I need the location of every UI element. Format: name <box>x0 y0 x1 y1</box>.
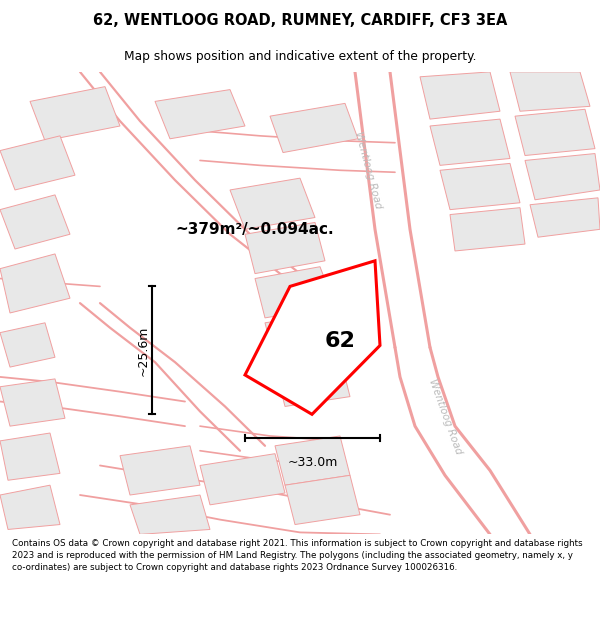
Polygon shape <box>155 89 245 139</box>
Polygon shape <box>200 454 285 505</box>
Polygon shape <box>0 322 55 367</box>
Polygon shape <box>0 195 70 249</box>
Polygon shape <box>30 87 120 141</box>
Polygon shape <box>285 476 360 524</box>
Polygon shape <box>275 436 350 485</box>
Polygon shape <box>510 72 590 111</box>
Polygon shape <box>265 313 345 362</box>
Polygon shape <box>230 178 315 229</box>
Polygon shape <box>0 136 75 190</box>
Text: 62: 62 <box>325 331 356 351</box>
Text: 62, WENTLOOG ROAD, RUMNEY, CARDIFF, CF3 3EA: 62, WENTLOOG ROAD, RUMNEY, CARDIFF, CF3 … <box>93 12 507 28</box>
Polygon shape <box>420 72 500 119</box>
Polygon shape <box>0 485 60 529</box>
Polygon shape <box>440 163 520 209</box>
Polygon shape <box>275 357 350 406</box>
Polygon shape <box>130 495 210 534</box>
Polygon shape <box>120 446 200 495</box>
Polygon shape <box>245 261 380 414</box>
Text: ~379m²/~0.094ac.: ~379m²/~0.094ac. <box>175 222 334 237</box>
Polygon shape <box>0 254 70 313</box>
Text: Contains OS data © Crown copyright and database right 2021. This information is : Contains OS data © Crown copyright and d… <box>12 539 583 572</box>
Text: Map shows position and indicative extent of the property.: Map shows position and indicative extent… <box>124 49 476 62</box>
Polygon shape <box>530 198 600 238</box>
Polygon shape <box>0 433 60 480</box>
Polygon shape <box>255 267 335 318</box>
Polygon shape <box>450 208 525 251</box>
Text: Wentloog Road: Wentloog Road <box>353 131 383 210</box>
Polygon shape <box>515 109 595 156</box>
Polygon shape <box>245 222 325 274</box>
Polygon shape <box>270 103 358 152</box>
Polygon shape <box>430 119 510 166</box>
Text: ~25.6m: ~25.6m <box>137 325 149 376</box>
Polygon shape <box>525 154 600 200</box>
Text: Wentloog Road: Wentloog Road <box>427 378 463 456</box>
Polygon shape <box>0 379 65 426</box>
Text: ~33.0m: ~33.0m <box>287 456 338 469</box>
